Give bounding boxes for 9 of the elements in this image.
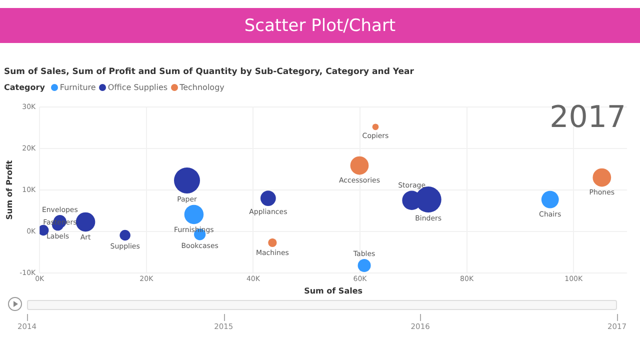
annotation: 2017 <box>550 100 626 135</box>
y-axis-title: Sum of Profit <box>4 160 14 220</box>
legend-label: Technology <box>178 83 224 92</box>
legend-title: Category <box>4 83 45 92</box>
chart-subtitle: Sum of Sales, Sum of Profit and Sum of Quantity by Sub-Category, Category and Year <box>4 67 414 77</box>
legend-label: Furniture <box>58 83 96 92</box>
x-axis-title: Sum of Sales <box>304 286 363 296</box>
legend-label: Office Supplies <box>106 83 168 92</box>
chart-title: Scatter Plot/Chart <box>0 8 640 43</box>
